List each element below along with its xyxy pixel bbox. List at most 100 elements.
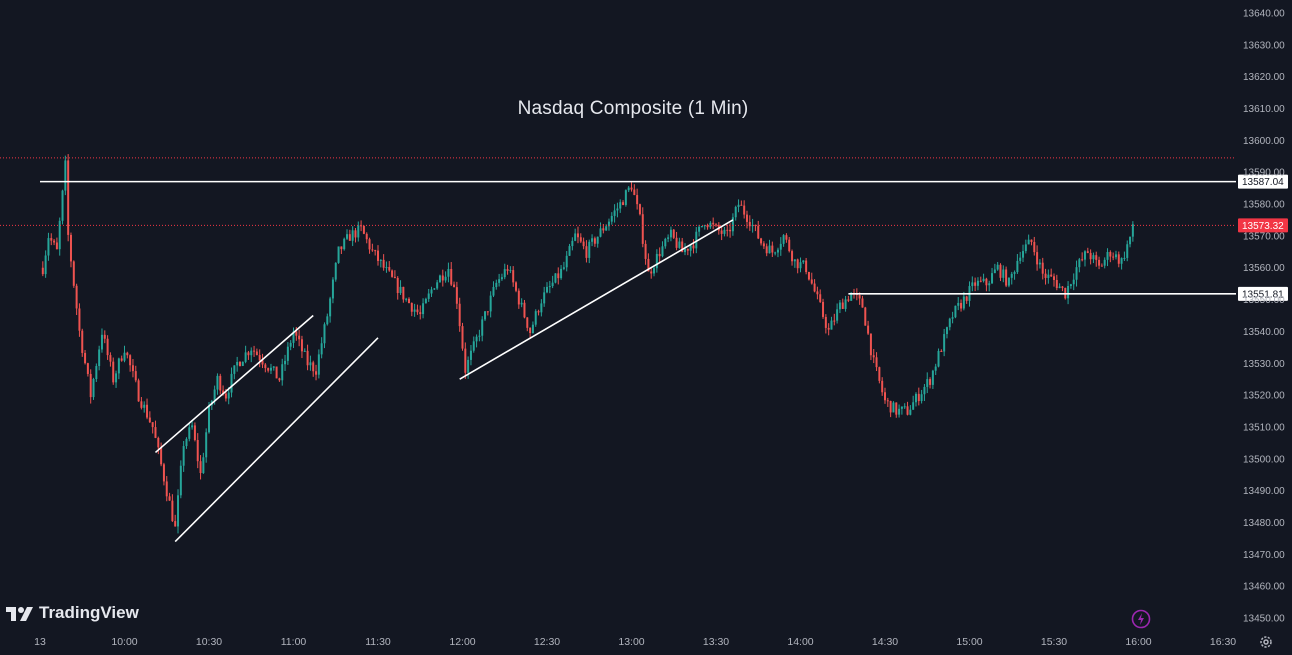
candle-body: [309, 362, 312, 366]
candle-body: [498, 279, 501, 283]
candle-body: [650, 271, 653, 274]
candle-body: [267, 368, 270, 371]
candle-body: [278, 378, 281, 381]
candle-body: [295, 331, 298, 336]
candle-body: [751, 224, 754, 227]
candle-body: [371, 249, 374, 251]
candle-body: [788, 239, 791, 252]
candle-body: [500, 277, 503, 280]
candle-body: [413, 309, 416, 312]
candle-body: [41, 267, 44, 275]
price-tick-label: 13520.00: [1243, 391, 1285, 402]
candle-body: [185, 438, 188, 447]
candle-body: [760, 238, 763, 244]
candle-body: [982, 278, 985, 282]
candle-body: [208, 405, 210, 433]
candle-body: [822, 301, 825, 317]
candle-body: [334, 262, 337, 280]
candle-body: [360, 225, 363, 227]
candle-body: [326, 316, 329, 325]
candle-body: [909, 409, 912, 415]
price-tick-label: 13570.00: [1243, 231, 1285, 242]
candle-body: [92, 378, 95, 398]
candle-body: [675, 237, 678, 248]
candle-body: [695, 231, 698, 249]
candle-body: [929, 379, 932, 385]
candle-body: [557, 273, 560, 279]
candle-body: [157, 437, 160, 448]
price-axis[interactable]: 13450.00 13460.00 13470.00 13480.00 13490.00…: [1243, 9, 1285, 625]
candle-body: [534, 311, 537, 325]
candle-body: [898, 408, 901, 415]
candle-body: [1120, 258, 1123, 264]
candle-body: [134, 371, 137, 381]
candle-body: [926, 379, 929, 387]
candle-body: [86, 363, 89, 374]
candle-body: [872, 355, 875, 358]
candle-body: [624, 190, 627, 205]
trend-line[interactable]: [174, 337, 379, 543]
price-tick-label: 13490.00: [1243, 486, 1285, 497]
candle-body: [692, 245, 695, 249]
candle-body: [940, 350, 943, 352]
candle-body: [357, 225, 360, 238]
candle-body: [768, 245, 771, 254]
candle-body: [833, 320, 836, 322]
trend-line[interactable]: [459, 219, 734, 380]
candle-body: [506, 269, 509, 271]
candle-body: [931, 370, 934, 385]
candle-body: [467, 359, 470, 373]
candle-body: [906, 406, 909, 415]
candle-body: [50, 238, 53, 241]
candle-body: [1024, 244, 1027, 252]
candle-body: [55, 242, 58, 250]
candle-body: [95, 366, 98, 379]
candle-body: [515, 282, 518, 291]
candle-body: [205, 432, 208, 458]
candle-body: [858, 295, 861, 299]
candle-body: [1036, 252, 1039, 265]
candle-body: [529, 327, 532, 334]
candle-body: [1044, 273, 1047, 278]
price-tick-label: 13600.00: [1243, 136, 1285, 147]
lightning-icon[interactable]: [1131, 609, 1151, 629]
candle-body: [920, 394, 923, 402]
candle-body: [58, 220, 61, 250]
trend-line[interactable]: [154, 314, 314, 454]
candle-body: [520, 302, 523, 305]
candle-body: [193, 425, 196, 441]
candle-body: [261, 360, 264, 365]
candle-body: [1123, 257, 1126, 259]
candle-body: [61, 190, 64, 221]
candle-body: [182, 446, 185, 466]
tradingview-logo[interactable]: TradingView: [6, 603, 139, 623]
candle-body: [269, 367, 272, 371]
candle-body: [681, 241, 684, 253]
candle-body: [540, 303, 543, 313]
candle-body: [44, 255, 47, 275]
candle-body: [1041, 262, 1044, 274]
candle-body: [162, 464, 165, 482]
candle-body: [571, 240, 574, 247]
candle-body: [591, 238, 594, 242]
candle-body: [84, 352, 87, 364]
candle-body: [160, 447, 163, 465]
candle-body: [886, 400, 889, 402]
time-tick-label: 11:30: [365, 636, 391, 648]
candle-body: [1061, 286, 1064, 288]
price-tick-label: 13530.00: [1243, 359, 1285, 370]
price-label-text: 13551.81: [1242, 289, 1284, 300]
gear-icon[interactable]: [1258, 634, 1274, 650]
price-tick-label: 13630.00: [1243, 40, 1285, 51]
time-axis[interactable]: 13 10:00 10:30 11:00 11:30 12:00 12:30 13:00 13:…: [34, 636, 1236, 648]
logo-text: TradingView: [39, 603, 139, 622]
candle-body: [841, 302, 844, 309]
candle-body: [745, 214, 748, 222]
candle-body: [241, 361, 244, 366]
candle-body: [346, 234, 349, 239]
candle-body: [641, 214, 644, 244]
candle-body: [1007, 277, 1010, 286]
candle-body: [782, 235, 785, 244]
candle-body: [103, 334, 106, 339]
